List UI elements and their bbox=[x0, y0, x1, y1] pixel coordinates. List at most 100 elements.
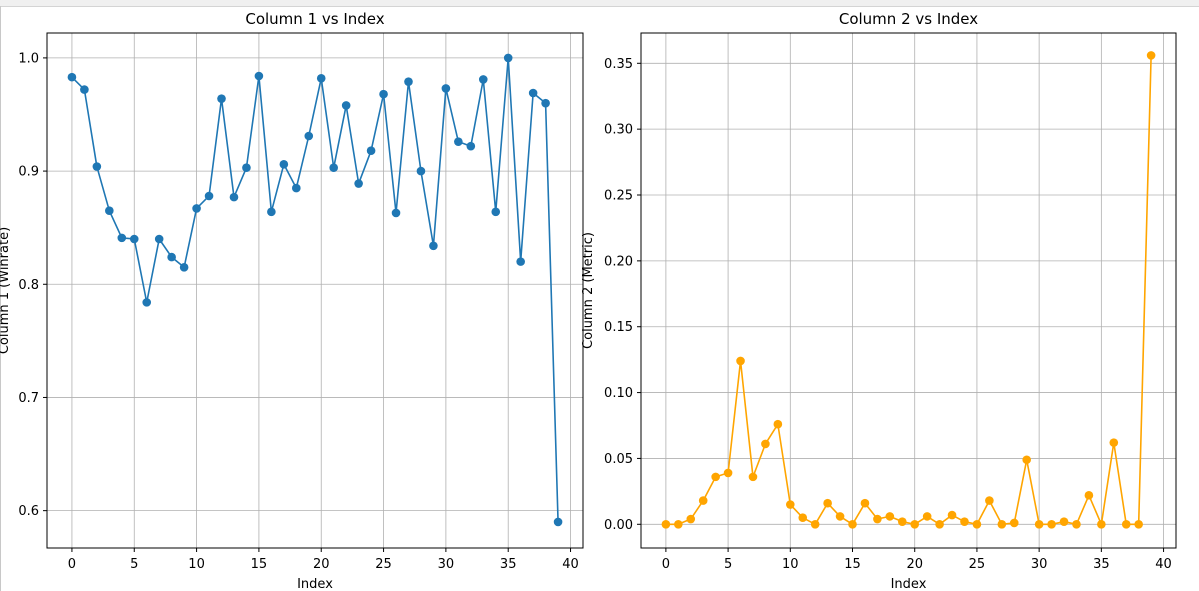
y-tick-label: 0.35 bbox=[604, 57, 633, 72]
series-line bbox=[665, 55, 1152, 526]
data-point bbox=[478, 75, 488, 84]
chart-title: Column 1 vs Index bbox=[245, 10, 384, 28]
data-point bbox=[1097, 519, 1106, 529]
y-tick-label: 0.20 bbox=[604, 254, 633, 269]
data-point bbox=[466, 141, 476, 151]
x-tick-label: 25 bbox=[969, 557, 986, 572]
y-tick-label: 0.8 bbox=[18, 278, 39, 293]
x-axis-label: Index bbox=[891, 577, 927, 591]
data-point bbox=[316, 73, 326, 83]
data-point bbox=[1047, 519, 1056, 529]
y-tick-label: 0.10 bbox=[604, 386, 633, 401]
data-point bbox=[129, 234, 139, 244]
x-axis-label: Index bbox=[297, 577, 333, 591]
data-point bbox=[947, 510, 957, 520]
data-point bbox=[885, 512, 895, 521]
x-tick-label: 40 bbox=[1155, 557, 1172, 572]
data-point bbox=[1121, 519, 1131, 529]
data-point bbox=[67, 72, 77, 82]
x-tick-label: 20 bbox=[906, 557, 923, 572]
data-point bbox=[416, 166, 426, 176]
y-tick-label: 0.05 bbox=[604, 452, 633, 467]
data-point bbox=[748, 472, 758, 482]
data-point bbox=[142, 298, 152, 307]
x-tick-label: 20 bbox=[313, 557, 330, 572]
data-point bbox=[935, 519, 944, 529]
data-point bbox=[773, 419, 783, 429]
data-point bbox=[997, 519, 1007, 529]
x-tick-label: 35 bbox=[500, 557, 517, 572]
data-point bbox=[179, 262, 189, 272]
y-tick-label: 0.7 bbox=[18, 391, 39, 406]
plot-frame bbox=[46, 32, 584, 549]
x-tick-label: 5 bbox=[130, 557, 138, 572]
data-point bbox=[242, 163, 251, 172]
data-point bbox=[972, 519, 982, 529]
data-point bbox=[985, 496, 994, 505]
data-point bbox=[810, 519, 820, 529]
y-tick-label: 0.00 bbox=[604, 518, 633, 533]
x-tick-label: 40 bbox=[562, 557, 579, 572]
data-point bbox=[1109, 438, 1119, 447]
data-point bbox=[723, 468, 733, 478]
y-tick-label: 0.6 bbox=[18, 504, 39, 519]
x-tick-label: 0 bbox=[662, 557, 670, 572]
data-point bbox=[686, 514, 696, 524]
data-point bbox=[167, 252, 176, 262]
y-tick-label: 1.0 bbox=[18, 51, 39, 66]
x-tick-label: 35 bbox=[1093, 557, 1110, 572]
data-point bbox=[798, 513, 808, 523]
data-point bbox=[229, 192, 239, 202]
data-point bbox=[848, 519, 857, 529]
data-point bbox=[154, 234, 164, 244]
data-point bbox=[711, 472, 720, 482]
data-point bbox=[553, 517, 563, 527]
window-left-edge bbox=[0, 6, 1, 591]
data-point bbox=[254, 71, 264, 81]
x-tick-label: 25 bbox=[375, 557, 392, 572]
data-point bbox=[366, 146, 376, 156]
plot-frame bbox=[640, 32, 1177, 549]
data-point bbox=[117, 233, 127, 243]
data-point bbox=[1059, 517, 1069, 526]
data-point bbox=[922, 512, 932, 521]
data-point bbox=[1022, 455, 1031, 465]
data-point bbox=[404, 77, 413, 86]
x-tick-label: 10 bbox=[782, 557, 799, 572]
data-point bbox=[873, 514, 882, 524]
data-point bbox=[217, 94, 226, 103]
data-point bbox=[897, 517, 907, 526]
data-point bbox=[341, 101, 351, 110]
data-point bbox=[292, 183, 301, 193]
window-top-bar bbox=[0, 0, 1199, 7]
data-point bbox=[304, 131, 314, 141]
data-point bbox=[1134, 519, 1143, 529]
data-point bbox=[1034, 519, 1044, 529]
data-point bbox=[441, 84, 451, 93]
data-point bbox=[661, 519, 671, 529]
chart-title: Column 2 vs Index bbox=[839, 10, 978, 28]
data-point bbox=[192, 204, 201, 213]
data-point bbox=[910, 519, 920, 529]
data-point bbox=[761, 439, 770, 449]
data-point bbox=[105, 206, 114, 216]
x-tick-label: 10 bbox=[188, 557, 205, 572]
data-point bbox=[429, 241, 438, 251]
x-tick-label: 0 bbox=[68, 557, 76, 572]
y-axis-label: Column 2 (Metric) bbox=[581, 232, 596, 349]
y-tick-label: 0.25 bbox=[604, 189, 633, 204]
data-point bbox=[516, 257, 525, 266]
data-point bbox=[204, 191, 214, 201]
data-point bbox=[860, 498, 870, 508]
data-point bbox=[279, 159, 289, 169]
data-point bbox=[80, 85, 89, 94]
y-axis-label: Column 1 (Winrate) bbox=[0, 227, 12, 354]
data-point bbox=[786, 500, 795, 509]
data-point bbox=[698, 496, 708, 505]
data-point bbox=[674, 519, 683, 529]
chart-panel-1: 0 5 10 15 20 25 30 35 40 0.6 0.7 0.8 0.9 1.0 Column 1 … bbox=[0, 10, 584, 591]
data-point bbox=[329, 163, 338, 172]
data-point bbox=[1146, 51, 1156, 60]
y-tick-label: 0.15 bbox=[604, 320, 633, 335]
